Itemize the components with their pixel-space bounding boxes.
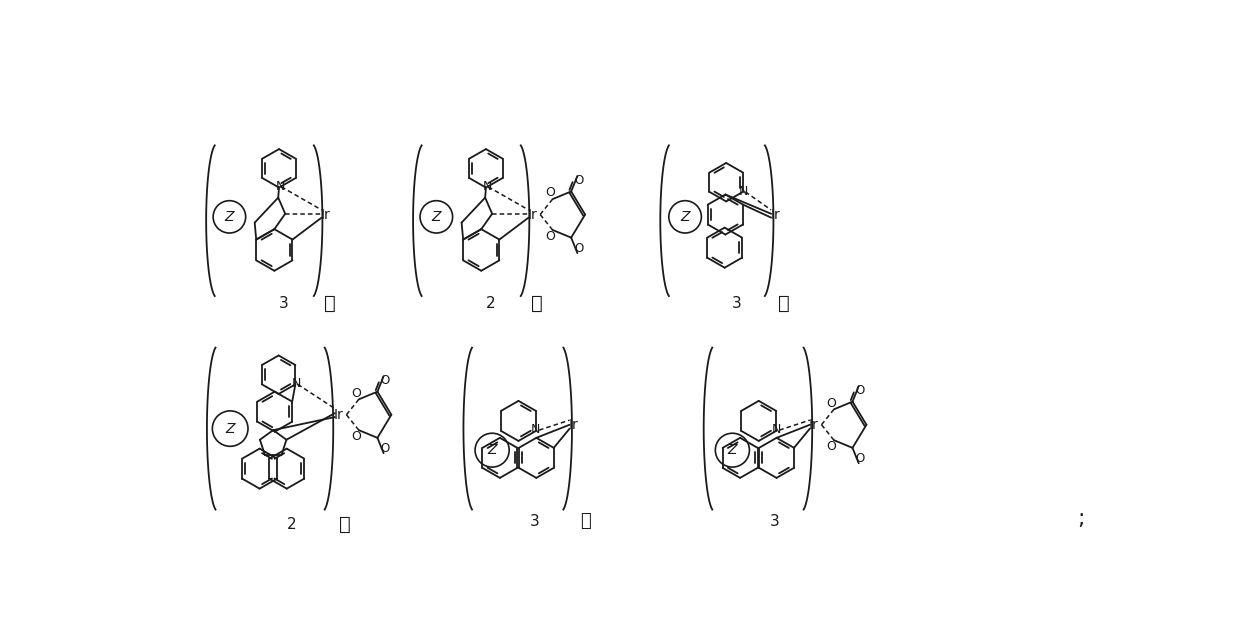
Text: N: N xyxy=(771,423,781,436)
Text: Ir: Ir xyxy=(527,208,537,221)
Text: 3: 3 xyxy=(279,296,289,311)
Text: 、: 、 xyxy=(531,294,543,313)
Text: O: O xyxy=(546,187,556,200)
Text: O: O xyxy=(574,242,584,255)
Text: O: O xyxy=(381,442,389,455)
Text: O: O xyxy=(827,440,837,453)
Text: N: N xyxy=(275,180,285,193)
Text: Z: Z xyxy=(728,443,737,457)
Text: O: O xyxy=(574,174,584,187)
Text: N: N xyxy=(291,377,301,390)
Text: 2: 2 xyxy=(486,296,496,311)
Text: N: N xyxy=(531,423,541,436)
Text: Z: Z xyxy=(487,443,497,457)
Text: Ir: Ir xyxy=(334,408,343,422)
Text: Ir: Ir xyxy=(569,418,578,432)
Text: Ir: Ir xyxy=(321,208,330,221)
Text: 、: 、 xyxy=(339,515,351,534)
Text: O: O xyxy=(856,452,864,465)
Text: N: N xyxy=(482,180,492,193)
Text: Z: Z xyxy=(224,210,234,224)
Text: 、: 、 xyxy=(779,294,790,313)
Text: ;: ; xyxy=(1078,510,1085,529)
Text: 2: 2 xyxy=(288,517,298,533)
Text: O: O xyxy=(546,229,556,242)
Text: 3: 3 xyxy=(770,513,780,528)
Text: Ir: Ir xyxy=(770,208,780,221)
Text: O: O xyxy=(856,384,864,397)
Text: O: O xyxy=(827,397,837,410)
Text: O: O xyxy=(352,387,361,400)
Text: 3: 3 xyxy=(529,513,539,528)
Text: 或: 或 xyxy=(580,512,590,530)
Text: 3: 3 xyxy=(732,296,742,311)
Text: Z: Z xyxy=(681,210,689,224)
Text: O: O xyxy=(381,374,389,388)
Text: O: O xyxy=(352,430,361,443)
Text: Z: Z xyxy=(432,210,441,224)
Text: Ir: Ir xyxy=(808,418,818,432)
Text: Z: Z xyxy=(226,422,234,436)
Text: 、: 、 xyxy=(325,294,336,313)
Text: N: N xyxy=(739,185,749,198)
